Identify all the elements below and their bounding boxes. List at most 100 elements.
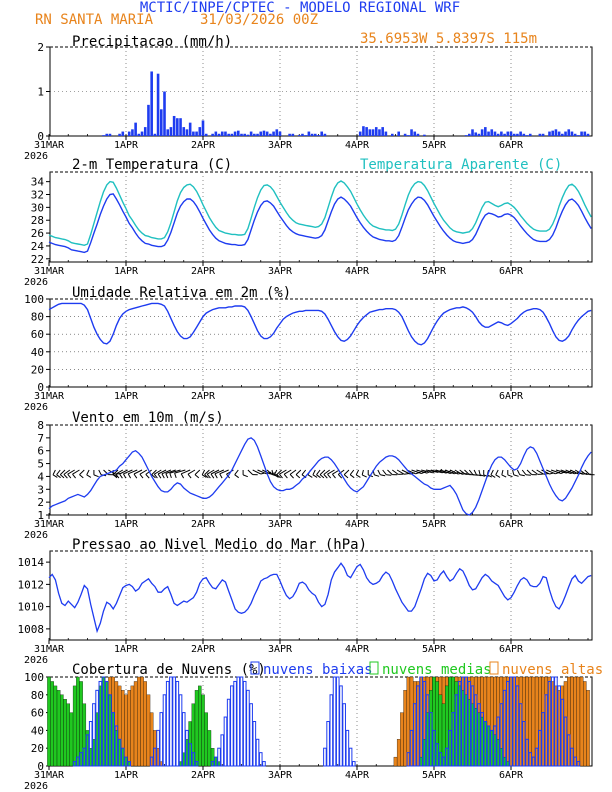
- cloud-low-bar: [111, 712, 115, 767]
- y-tick-label: 1012: [18, 578, 45, 591]
- wind-barb-flag: [63, 474, 68, 479]
- plots: 31MAR 1APR 2APR 3APR 4APR 5APR 6APR202601231MA…: [18, 41, 595, 792]
- wind-barb-shaft: [355, 469, 360, 476]
- cloud-high-bar: [137, 676, 141, 767]
- wind-barb-shaft: [454, 469, 463, 475]
- precip-bar: [243, 133, 247, 136]
- cloud-low-bar: [348, 747, 353, 767]
- cloud-low-bar: [194, 761, 199, 767]
- wind-barb-flag: [319, 474, 325, 479]
- cloud-mid-bar: [53, 685, 58, 767]
- y-tick-label: 1: [37, 509, 44, 522]
- cloud-high-legend-swatch: [489, 661, 499, 675]
- cloud-low-bar: [185, 729, 189, 767]
- wind-barb-shaft: [445, 469, 455, 475]
- precip-bar: [496, 133, 500, 136]
- precip-bar: [368, 129, 372, 136]
- cloud-low-bar: [153, 747, 157, 767]
- y-tick-label: 20: [31, 363, 44, 376]
- temp-line: [48, 193, 592, 254]
- wind-barb-shaft: [128, 469, 138, 475]
- cloud-low-bar: [570, 747, 574, 767]
- y-tick-label: 2: [37, 41, 44, 54]
- wind-barb-shaft: [327, 469, 335, 475]
- pressure-line: [48, 562, 592, 634]
- x-tick-label: 1APR: [114, 391, 139, 402]
- wind-barb-flag: [72, 473, 76, 479]
- cloud-low-legend-swatch: [250, 661, 260, 675]
- x-tick-label: 1APR: [114, 266, 139, 277]
- y-tick-label: 40: [31, 724, 44, 737]
- cloud-low-bar: [217, 747, 221, 767]
- cloud-low-bar: [457, 680, 462, 767]
- wind-barb-flag: [501, 474, 507, 478]
- wind-barb-shaft: [464, 469, 470, 475]
- x-tick-label: 3APR: [268, 140, 293, 151]
- precip-bar: [323, 133, 327, 136]
- precip-bar: [320, 131, 324, 136]
- cloud-low-bar: [534, 747, 539, 767]
- x-tick-label: 5APR: [422, 391, 447, 402]
- precip-bar: [166, 129, 170, 136]
- wind-barb-flag: [59, 474, 65, 479]
- x-tick-label: 1APR: [114, 519, 139, 530]
- wind-barb-flag: [52, 474, 58, 478]
- x-tick-label: 1APR: [114, 140, 139, 151]
- cloud-low-bar: [576, 761, 581, 767]
- cloud-low-bar: [461, 676, 465, 767]
- cloud-low-bar: [92, 703, 96, 767]
- y-tick-label: 40: [31, 346, 44, 359]
- precip-bar: [227, 133, 230, 136]
- precip-bar: [577, 135, 580, 136]
- wind-barb-shaft: [361, 469, 364, 476]
- precip-bar: [490, 129, 494, 136]
- y-tick-label: 80: [31, 689, 44, 702]
- y-tick-label: 8: [37, 419, 44, 432]
- x-tick-label: 2APR: [191, 644, 216, 655]
- precip-bar: [554, 129, 558, 136]
- precip-bar: [172, 115, 176, 136]
- cloud-high-bar: [579, 676, 584, 767]
- x-tick-label: 3APR: [268, 770, 293, 781]
- wind-barb-shaft: [570, 469, 579, 475]
- precip-bar: [275, 129, 279, 136]
- wind-barb-flag: [145, 474, 150, 479]
- precip-bar: [192, 131, 195, 136]
- wind-barb-shaft: [536, 469, 544, 475]
- cloud-low-bar: [85, 734, 90, 767]
- wind-barb-shaft: [52, 469, 56, 476]
- cloud-mid-legend-label: nuvens medias: [382, 662, 492, 678]
- precip-bar: [204, 133, 208, 136]
- precip-bar: [519, 131, 522, 136]
- y-tick-label: 32: [31, 189, 44, 202]
- cloud-low-bar: [101, 676, 106, 767]
- y-tick-label: 7: [37, 432, 44, 445]
- precip-bar: [195, 131, 198, 136]
- x-tick-label: 2APR: [191, 770, 216, 781]
- cloud-mid-bar: [50, 681, 54, 767]
- cloud-low-bar: [210, 761, 215, 767]
- x-tick-label: 6APR: [499, 391, 524, 402]
- cloud-low-bar: [454, 694, 459, 767]
- precip-bar: [163, 91, 166, 136]
- wind-barb-shaft: [501, 469, 504, 476]
- cloud-low-bar: [538, 729, 542, 767]
- wind-barb-shaft: [276, 469, 282, 475]
- precip-bar: [105, 133, 109, 136]
- cloud-low-bar: [246, 689, 250, 767]
- x-tick-label: 3APR: [268, 266, 293, 277]
- wind-barb-flag: [56, 474, 61, 479]
- precip-bar: [548, 131, 551, 136]
- wind-barb-shaft: [435, 469, 447, 474]
- cloud-low-bar: [464, 676, 468, 767]
- x-year-label: 2026: [24, 402, 48, 413]
- cloud-low-bar: [428, 712, 433, 767]
- cloud-low-bar: [351, 761, 356, 767]
- precip-bar: [297, 135, 301, 136]
- wind-barb-shaft: [332, 469, 340, 475]
- wind-barb-shaft: [323, 469, 331, 475]
- x-tick-label: 4APR: [345, 391, 370, 402]
- wind-barb-shaft: [169, 469, 181, 474]
- wind-barb-shaft: [349, 469, 355, 476]
- wind-title: Vento em 10m (m/s): [72, 410, 224, 426]
